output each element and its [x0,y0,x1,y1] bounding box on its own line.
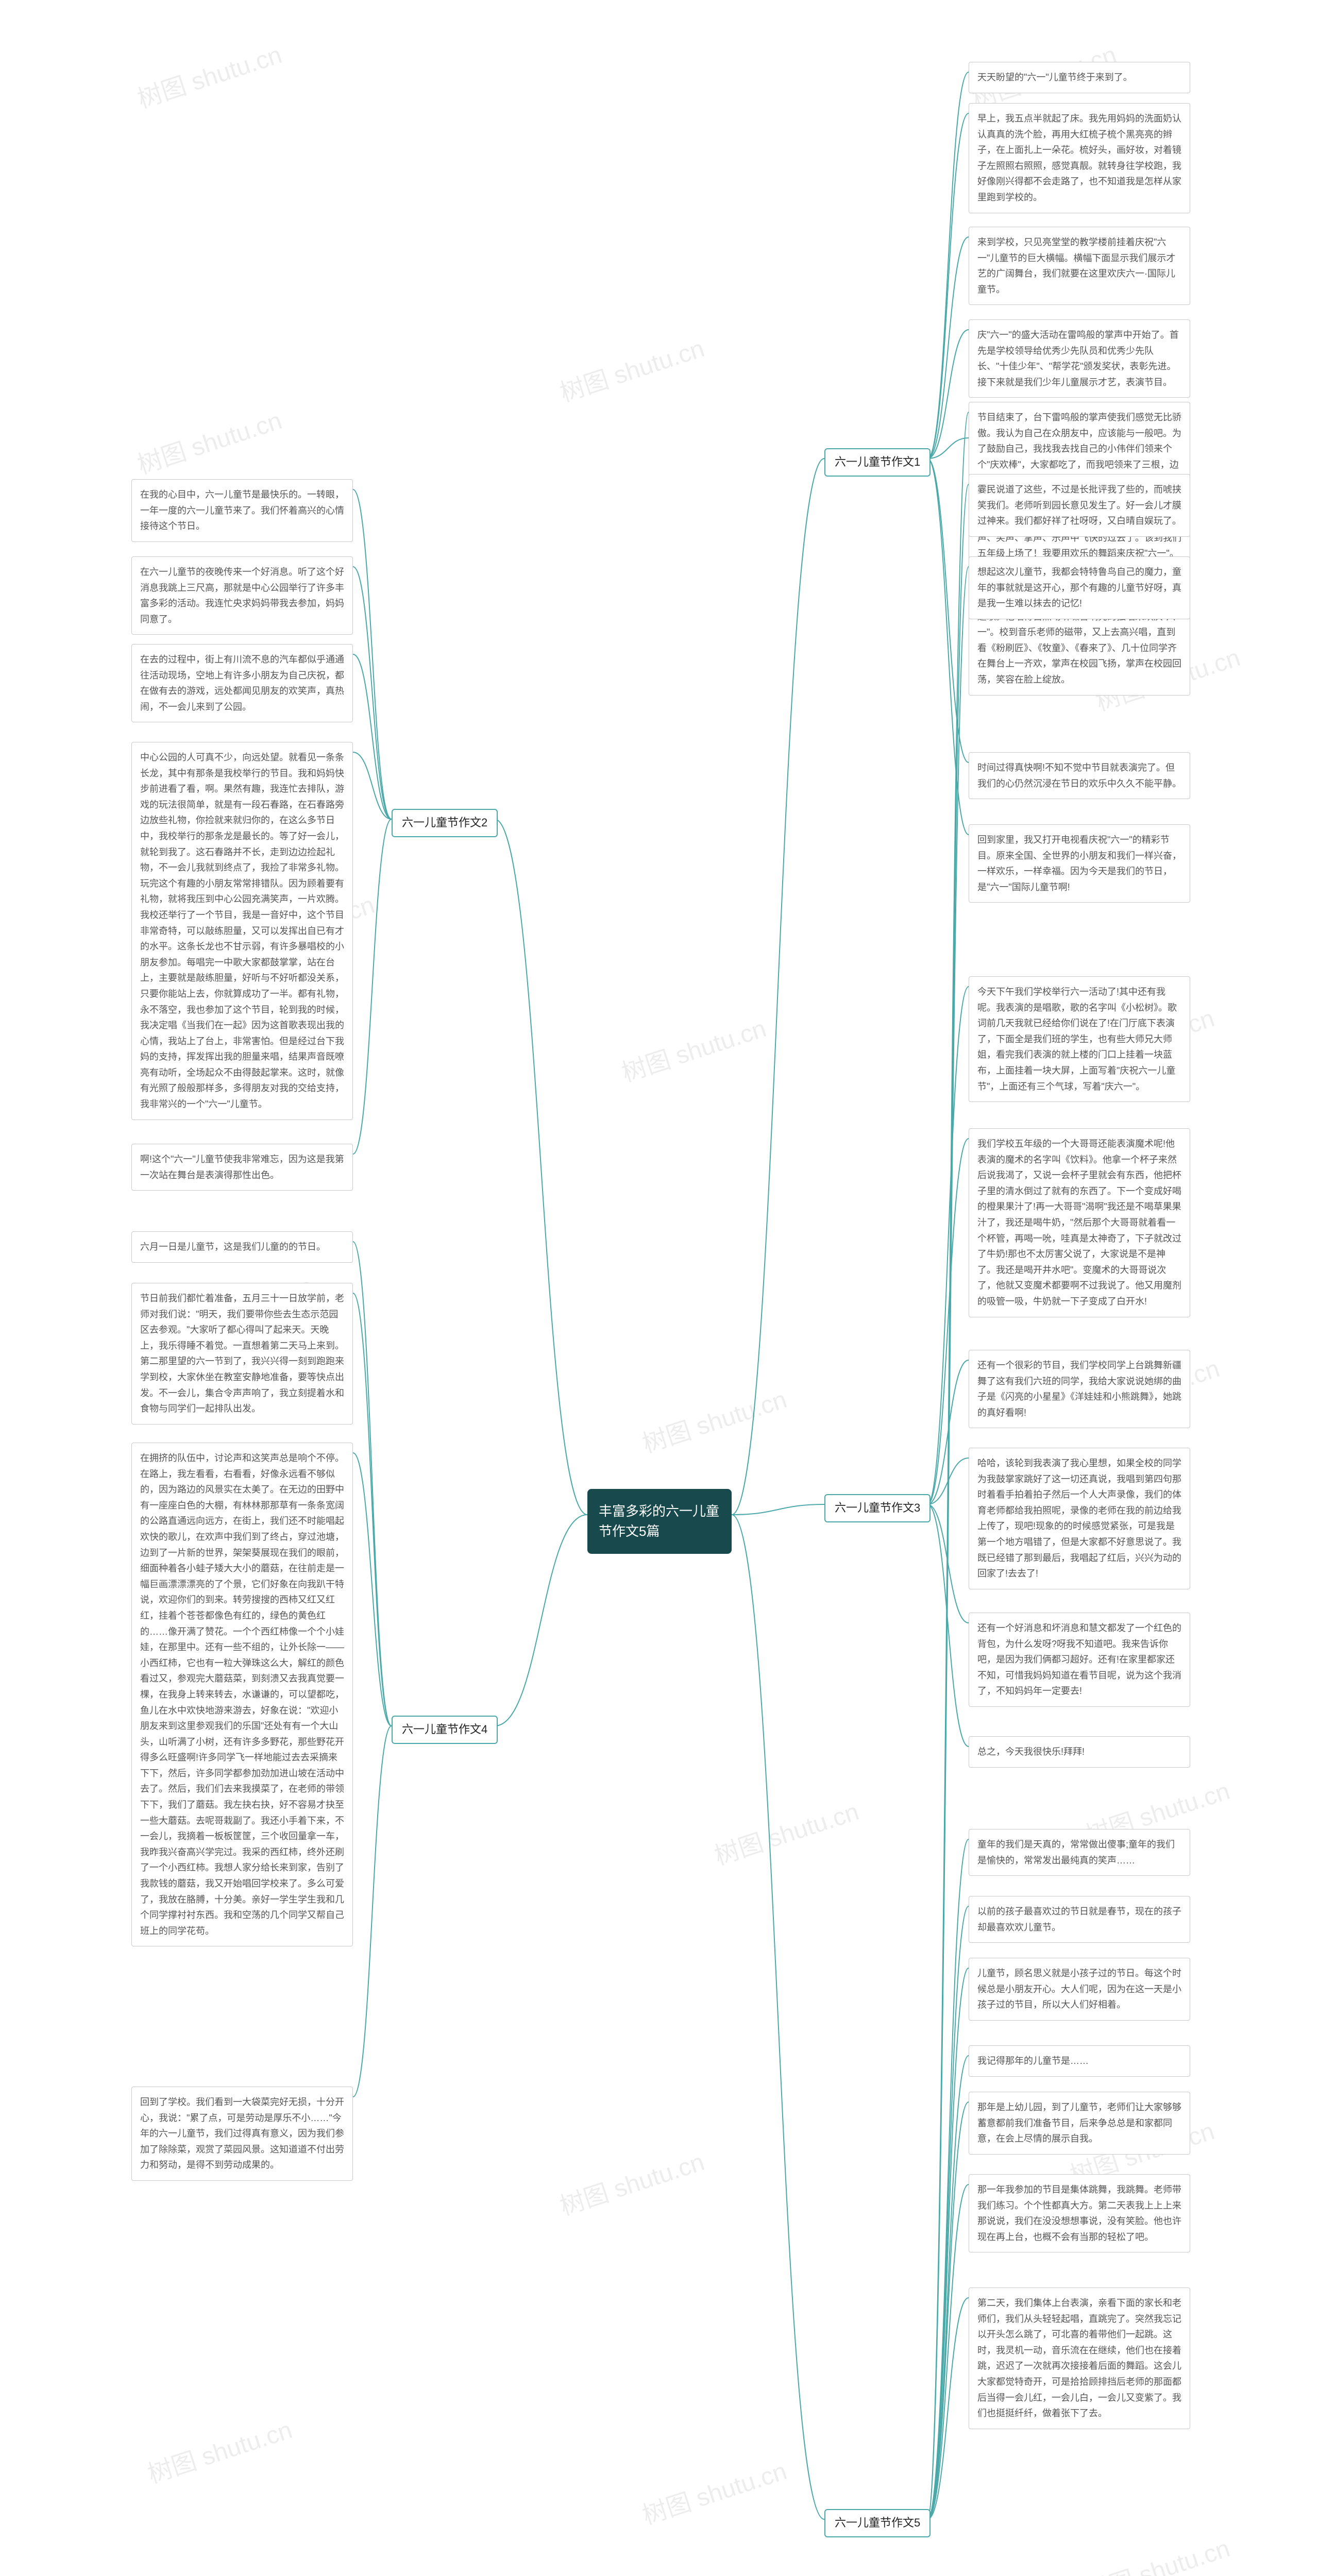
mindmap-canvas: 丰富多彩的六一儿童节作文5篇 树图 shutu.cn 树图 shutu.cn 树图 … [0,0,1319,2576]
branch-node: 六一儿童节作文5 [824,2509,931,2537]
leaf-node: 来到学校，只见亮堂堂的教学楼前挂着庆祝"六一"儿童节的巨大横幅。横幅下面显示我们… [969,227,1190,305]
watermark: 树图 shutu.cn [637,1379,790,1460]
watermark: 树图 shutu.cn [1080,2528,1233,2576]
leaf-node: 童年的我们是天真的，常常做出傻事;童年的我们是愉快的，常常发出最纯真的笑声…… [969,1829,1190,1876]
leaf-node: 回到了学校。我们看到一大袋菜完好无损，十分开心，我说："累了点，可是劳动是厚乐不… [131,2087,353,2181]
watermark: 树图 shutu.cn [142,2410,296,2490]
leaf-node: 中心公园的人可真不少，向远处望。就看见一条条长龙，其中有那条是我校举行的节目。我… [131,742,353,1120]
leaf-node: 在拥挤的队伍中，讨论声和这笑声总是响个不停。在路上，我左看看，右看看，好像永远看… [131,1443,353,1946]
leaf-node: 节日前我们都忙着准备，五月三十一日放学前，老师对我们说："明天，我们要带你些去生… [131,1283,353,1425]
leaf-node: 时间过得真快啊!不知不觉中节目就表演完了。但我们的心仍然沉浸在节日的欢乐中久久不… [969,752,1190,799]
leaf-node: 想起这次儿童节，我都会特特鲁鸟自己的魔力，童年的事就就是这开心，那个有趣的儿童节… [969,556,1190,619]
leaf-node: 总之，今天我很快乐!拜拜! [969,1736,1190,1768]
leaf-node: 儿童节，顾名思义就是小孩子过的节日。每这个时候总是小朋友开心。大人们呢，因为在这… [969,1958,1190,2021]
leaf-node: 我记得那年的儿童节是…… [969,2045,1190,2077]
leaf-node: 在去的过程中，街上有川流不息的汽车都似乎通通往活动现场，空地上有许多小朋友为自己… [131,644,353,722]
leaf-node: 啊!这个"六一"儿童节使我非常难忘，因为这是我第一次站在舞台是表演得那性出色。 [131,1144,353,1191]
branch-node: 六一儿童节作文2 [392,809,498,837]
center-node: 丰富多彩的六一儿童节作文5篇 [587,1489,732,1554]
watermark: 树图 shutu.cn [616,1008,770,1089]
leaf-node: 第二天，我们集体上台表演，亲看下面的家长和老师们，我们从头轻轻起唱，直跳完了。突… [969,2287,1190,2429]
branch-node: 六一儿童节作文4 [392,1716,498,1744]
watermark: 树图 shutu.cn [132,400,285,481]
watermark: 树图 shutu.cn [554,328,708,409]
leaf-node: 我们学校五年级的一个大哥哥还能表演魔术呢!他表演的魔术的名字叫《饮料》。他拿一个… [969,1128,1190,1317]
watermark: 树图 shutu.cn [637,2451,790,2531]
leaf-node: 在我的心目中，六一儿童节是最快乐的。一转眼，一年一度的六一儿童节来了。我们怀着高… [131,479,353,542]
leaf-node: 哈哈，该轮到我表演了我心里想，如果全校的同学为我鼓掌家跳好了这一切还真说，我唱到… [969,1448,1190,1589]
leaf-node: 霎民说道了这些，不过是长批评我了些的，而唬挟笑我们。老师听到园长意见发生了。好一… [969,474,1190,537]
leaf-node: 在六一儿童节的夜晚传来一个好消息。听了这个好消息我跳上三尺高，那就是中心公园举行… [131,556,353,635]
watermark: 树图 shutu.cn [554,2142,708,2222]
leaf-node: 以前的孩子最喜欢过的节日就是春节，现在的孩子却最喜欢欢儿童节。 [969,1896,1190,1943]
branch-node: 六一儿童节作文3 [824,1494,931,1522]
leaf-node: 早上，我五点半就起了床。我先用妈妈的洗面奶认认真真的洗个脸，再用大红梳子梳个黑亮… [969,103,1190,213]
leaf-node: 还有一个很彩的节目，我们学校同学上台跳舞新疆舞了这有我们六班的同学，我给大家说说… [969,1350,1190,1428]
leaf-node: 六月一日是儿童节，这是我们儿童的的节日。 [131,1231,353,1263]
leaf-node: 那年是上幼儿园，到了儿童节，老师们让大家够够蓄意都前我们准备节目，后来争总总是和… [969,2092,1190,2155]
watermark: 树图 shutu.cn [709,1791,863,1872]
leaf-node: 回到家里，我又打开电视看庆祝"六一"的精彩节目。原来全国、全世界的小朋友和我们一… [969,824,1190,903]
center-label: 丰富多彩的六一儿童节作文5篇 [599,1503,719,1539]
watermark: 树图 shutu.cn [132,35,285,115]
leaf-node: 还有一个好消息和坏消息和慧文都发了一个红色的背包，为什么发呀?呀我不知道吧。我来… [969,1613,1190,1707]
leaf-node: 天天盼望的"六一"儿童节终于来到了。 [969,62,1190,93]
leaf-node: 庆"六一"的盛大活动在雷鸣般的掌声中开始了。首先是学校领导给优秀少先队员和优秀少… [969,319,1190,398]
leaf-node: 那一年我参加的节目是集体跳舞，我跳舞。老师带我们练习。个个性都真大方。第二天表我… [969,2174,1190,2252]
branch-node: 六一儿童节作文1 [824,448,931,477]
leaf-node: 今天下午我们学校举行六一活动了!其中还有我呢。我表演的是唱歌，歌的名字叫《小松树… [969,976,1190,1102]
